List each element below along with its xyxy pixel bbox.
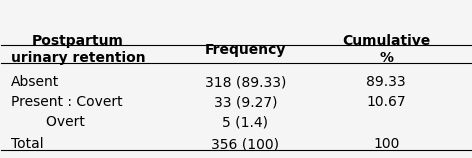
Text: 318 (89.33): 318 (89.33)	[205, 75, 286, 89]
Text: Total: Total	[11, 137, 43, 151]
Text: Postpartum
urinary retention: Postpartum urinary retention	[11, 34, 145, 65]
Text: Overt: Overt	[11, 115, 84, 129]
Text: 5 (1.4): 5 (1.4)	[222, 115, 269, 129]
Text: Frequency: Frequency	[205, 43, 286, 57]
Text: 100: 100	[373, 137, 399, 151]
Text: 10.67: 10.67	[366, 95, 406, 109]
Text: Present : Covert: Present : Covert	[11, 95, 122, 109]
Text: Absent: Absent	[11, 75, 59, 89]
Text: 33 (9.27): 33 (9.27)	[214, 95, 277, 109]
Text: 356 (100): 356 (100)	[211, 137, 279, 151]
Text: Cumulative
%: Cumulative %	[342, 34, 430, 65]
Text: 89.33: 89.33	[366, 75, 406, 89]
